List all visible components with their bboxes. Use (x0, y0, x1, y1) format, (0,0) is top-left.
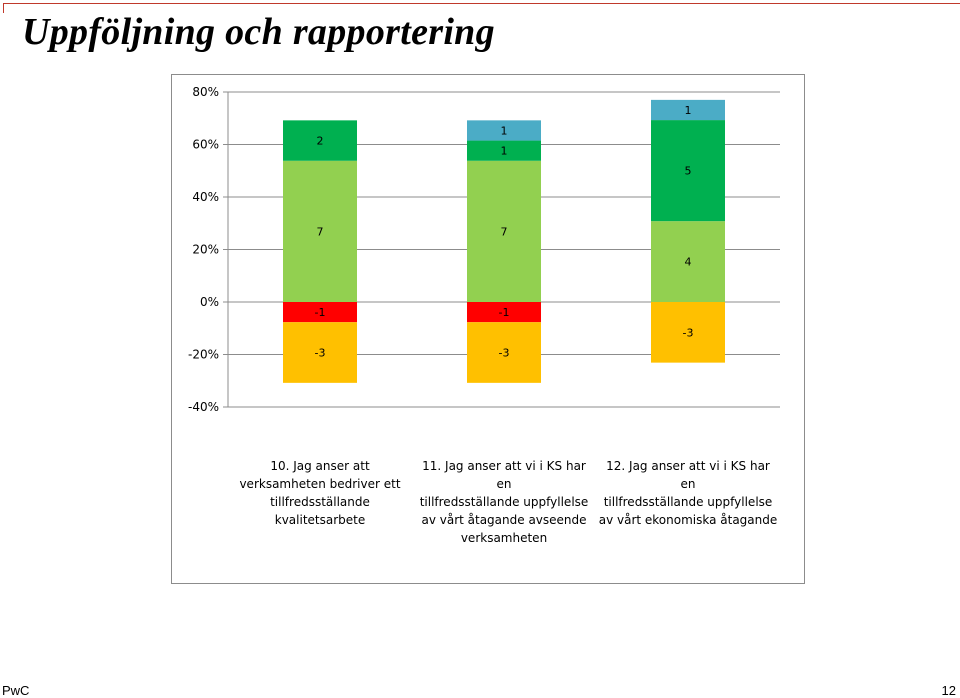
data-label: 2 (317, 135, 324, 148)
bar-segment (467, 302, 541, 323)
y-tick-label: -20% (188, 348, 219, 362)
bar-segment (467, 322, 541, 383)
corner-frame-line (3, 3, 960, 13)
y-tick-label: 0% (200, 295, 219, 309)
x-category-label: 11. Jag anser att vi i KS har en tillfred… (419, 459, 589, 545)
x-category-label: 12. Jag anser att vi i KS har en tillfred… (598, 459, 778, 527)
bar-segment (467, 140, 541, 161)
y-tick-label: 60% (192, 138, 219, 152)
data-label: -3 (683, 326, 694, 339)
data-label: -3 (499, 347, 510, 360)
y-tick-label: 80% (192, 85, 219, 99)
bar-segment (283, 160, 357, 302)
bar-segment (651, 99, 725, 121)
page-number: 12 (941, 683, 956, 698)
bar-segment (651, 120, 725, 222)
chart-frame: 80% 60% 40% 20% 0% -20% -40% -1 -3 7 2 -1 -3 7 1 1 -3 4 5 1… (171, 74, 805, 584)
bar-segment (467, 120, 541, 141)
bar-segment (467, 160, 541, 302)
data-label: 1 (685, 104, 692, 117)
data-label: 1 (501, 145, 508, 158)
data-label: 4 (685, 256, 692, 269)
data-label: -1 (499, 306, 510, 319)
bar-segment (651, 302, 725, 363)
data-label: 7 (317, 225, 324, 238)
slide-title: Uppföljning och rapportering (22, 11, 495, 53)
stacked-bar-chart: 80% 60% 40% 20% 0% -20% -40% -1 -3 7 2 -1 -3 7 1 1 -3 4 5 1 (188, 85, 780, 414)
x-category-label: 10. Jag anser att verksamheten bedriver e… (239, 459, 401, 527)
y-tick-label: 40% (192, 190, 219, 204)
data-label: -1 (315, 306, 326, 319)
bar-segment (283, 322, 357, 383)
data-label: 1 (501, 124, 508, 137)
data-label: 5 (685, 165, 692, 178)
data-label: -3 (315, 347, 326, 360)
bar-segment (283, 120, 357, 161)
bar-segment (651, 221, 725, 302)
footer-brand: PwC (2, 683, 30, 698)
data-label: 7 (501, 225, 508, 238)
bar-segment (283, 302, 357, 323)
y-tick-label: -40% (188, 400, 219, 414)
y-tick-label: 20% (192, 243, 219, 257)
